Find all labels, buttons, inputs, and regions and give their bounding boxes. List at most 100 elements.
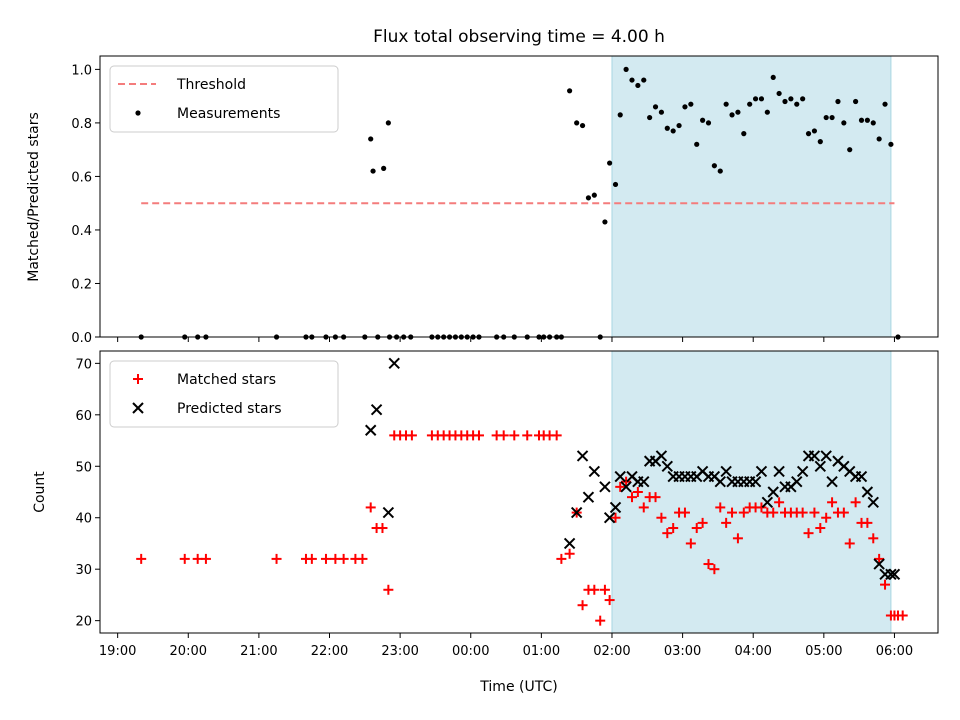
matched-star-point xyxy=(179,553,190,564)
predicted-star-point xyxy=(370,403,383,416)
matched-star-point xyxy=(320,553,331,564)
chart-title: Flux total observing time = 4.00 h xyxy=(373,27,665,47)
x-tick-label: 02:00 xyxy=(593,644,630,659)
x-tick-label: 20:00 xyxy=(170,644,207,659)
predicted-star-point xyxy=(563,537,576,550)
predicted-star-point xyxy=(867,496,879,508)
matched-star-point xyxy=(668,523,679,534)
predicted-star-point xyxy=(767,486,779,498)
matched-star-point xyxy=(473,430,484,441)
top-y-tick-label: 0.8 xyxy=(71,117,92,132)
matched-star-point xyxy=(697,517,708,528)
measurement-point xyxy=(758,96,765,102)
predicted-star-point xyxy=(814,460,827,472)
measurement-point xyxy=(811,128,818,134)
measurement-point xyxy=(688,101,694,107)
measurement-point xyxy=(705,120,712,126)
bottom-panel: 20 30 40 50 60 70 19:00 20:00 21:00 22:00 23:00 00:… xyxy=(32,350,939,695)
matched-star-point xyxy=(732,533,743,544)
x-tick-label: 05:00 xyxy=(805,644,842,659)
bottom-y-tick-label: 30 xyxy=(75,563,92,578)
measurement-point xyxy=(676,122,682,129)
matched-star-point xyxy=(868,533,879,544)
measurement-point xyxy=(585,195,592,201)
predicted-star-point xyxy=(388,357,400,370)
matched-star-point xyxy=(838,507,849,518)
matched-star-point xyxy=(406,430,417,441)
top-legend: Threshold Measurements xyxy=(109,65,339,133)
x-tick-label: 21:00 xyxy=(240,644,277,659)
predicted-star-point xyxy=(885,568,897,581)
measurement-point xyxy=(579,122,586,129)
measurement-point xyxy=(368,136,374,142)
top-y-tick-label: 0.4 xyxy=(71,224,92,239)
matched-star-point xyxy=(595,615,606,626)
matched-star-point xyxy=(621,476,632,487)
predicted-star-point xyxy=(382,506,395,519)
predicted-star-point xyxy=(576,450,589,462)
measurement-point xyxy=(591,192,597,198)
matched-star-point xyxy=(377,523,388,534)
predicted-star-point xyxy=(861,486,874,498)
measurement-point xyxy=(888,141,894,147)
measurement-point xyxy=(682,104,688,110)
matched-star-point xyxy=(774,497,785,508)
matched-star-point xyxy=(589,584,600,595)
matched-star-point xyxy=(626,492,637,503)
bottom-y-axis-label: Count xyxy=(32,471,48,513)
top-y-tick-label: 1.0 xyxy=(71,63,92,78)
measurement-point xyxy=(567,88,573,94)
matched-star-point xyxy=(727,507,738,518)
measurement-point xyxy=(647,114,653,121)
matched-star-point xyxy=(615,481,626,492)
bottom-legend-key xyxy=(132,402,144,414)
measurement-point xyxy=(782,98,788,105)
predicted-star-point xyxy=(582,491,595,503)
predicted-star-point xyxy=(755,465,768,478)
matched-star-point xyxy=(338,553,349,564)
measurement-point xyxy=(700,117,706,123)
measurement-point xyxy=(870,120,876,126)
measurement-point xyxy=(805,131,812,137)
matched-star-point xyxy=(365,502,376,513)
predicted-star-point xyxy=(749,476,762,488)
matched-star-point xyxy=(827,497,838,508)
measurement-point xyxy=(694,141,700,147)
measurement-point xyxy=(717,168,723,174)
bottom-axes-frame xyxy=(99,350,939,634)
matched-star-point xyxy=(200,553,211,564)
predicted-star-point xyxy=(855,470,868,483)
matched-star-point xyxy=(383,584,394,595)
bottom-legend: Matched stars Predicted stars xyxy=(109,360,339,428)
measurement-point xyxy=(829,114,835,121)
predicted-star-point xyxy=(599,481,611,493)
measurement-point xyxy=(817,139,823,145)
matched-star-point xyxy=(803,528,814,539)
matched-star-point xyxy=(703,559,714,570)
matched-star-point xyxy=(897,610,908,621)
matched-star-point xyxy=(498,430,509,441)
matched-star-point xyxy=(564,548,575,559)
measurement-point xyxy=(847,147,853,153)
matched-star-point xyxy=(844,538,855,549)
matched-star-point xyxy=(357,553,368,564)
x-tick-label: 03:00 xyxy=(664,644,701,659)
measurement-point xyxy=(635,82,641,89)
matched-star-point xyxy=(738,507,749,518)
measurement-point xyxy=(835,98,841,105)
matched-star-point xyxy=(874,553,885,564)
matched-star-point xyxy=(715,502,726,513)
measurement-point xyxy=(370,168,376,174)
matched-star-point xyxy=(656,512,667,523)
top-legend-label: Measurements xyxy=(177,106,280,122)
top-legend-key xyxy=(135,110,141,116)
bottom-y-tick-label: 70 xyxy=(75,357,92,372)
measurement-point xyxy=(612,181,619,188)
measurement-point xyxy=(747,101,753,107)
bottom-legend-label: Predicted stars xyxy=(177,401,282,417)
matched-star-point xyxy=(797,507,808,518)
top-y-axis-label: Matched/Predicted stars xyxy=(26,112,42,282)
measurement-point xyxy=(800,96,806,102)
top-axes-frame xyxy=(99,55,939,338)
matched-star-point xyxy=(650,492,661,503)
